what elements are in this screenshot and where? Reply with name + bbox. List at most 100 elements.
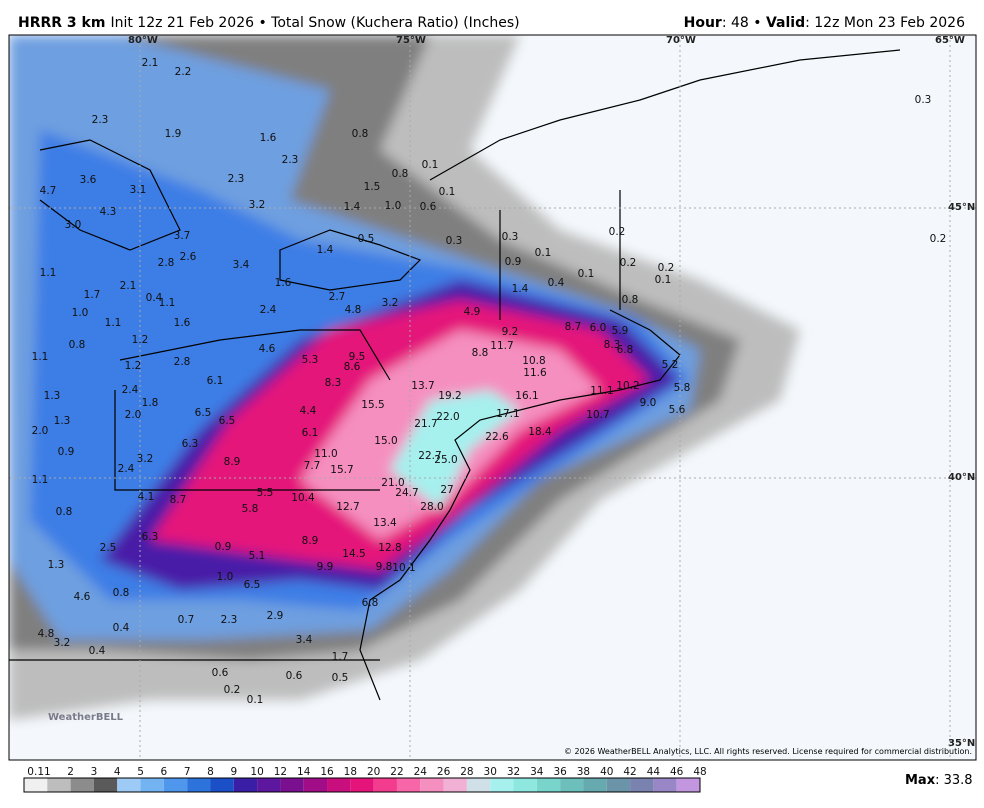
snow-amount-label: 5.2 [662, 359, 679, 371]
snow-amount-label: 9.0 [640, 397, 657, 409]
colorbar-tick-label: 12 [274, 766, 287, 778]
snow-amount-label: 0.4 [113, 622, 130, 634]
colorbar-tick-label: 22 [390, 766, 403, 778]
snow-amount-label: 1.6 [174, 317, 191, 329]
snow-amount-label: 1.3 [44, 390, 61, 402]
snow-amount-label: 1.6 [275, 277, 292, 289]
snow-amount-label: 8.6 [344, 361, 361, 373]
colorbar-tick-label: 5 [137, 766, 144, 778]
snow-amount-label: 2.3 [228, 173, 245, 185]
grid-label: 65°W [935, 35, 965, 46]
colorbar-swatch [676, 778, 700, 792]
snow-amount-label: 8.7 [565, 321, 582, 333]
colorbar-swatch [210, 778, 234, 792]
snow-amount-label: 3.1 [130, 184, 147, 196]
snow-amount-label: 1.1 [32, 351, 49, 363]
snow-amount-label: 8.9 [302, 535, 319, 547]
colorbar-swatch [653, 778, 677, 792]
grid-label: 70°W [666, 35, 696, 46]
snow-amount-label: 10.8 [522, 355, 545, 367]
snow-amount-label: 5.9 [612, 325, 629, 337]
snow-amount-label: 0.8 [56, 506, 73, 518]
snow-amount-label: 5.6 [669, 404, 686, 416]
colorbar-swatch [630, 778, 654, 792]
snow-amount-label: 27 [440, 484, 453, 496]
snow-amount-label: 11.1 [590, 385, 613, 397]
colorbar-tick-label: 18 [344, 766, 357, 778]
colorbar-swatch [47, 778, 71, 792]
colorbar-tick-label: 20 [367, 766, 380, 778]
snow-amount-label: 0.2 [620, 257, 637, 269]
snow-amount-label: 0.4 [548, 277, 565, 289]
snow-amount-label: 12.8 [378, 542, 401, 554]
colorbar-swatch [163, 778, 188, 792]
colorbar-swatch [117, 778, 141, 792]
snow-amount-label: 0.6 [420, 201, 437, 213]
colorbar-tick-label: 44 [647, 766, 661, 778]
snow-amount-label: 0.1 [578, 268, 595, 280]
snow-amount-label: 3.2 [137, 453, 154, 465]
max: Max: 33.8 [905, 773, 973, 788]
snow-amount-label: 11.6 [523, 367, 547, 379]
colorbar-swatch [257, 778, 281, 792]
snow-amount-label: 1.5 [364, 181, 381, 193]
colorbar-swatch [396, 778, 421, 792]
snow-amount-label: 6.3 [142, 531, 159, 543]
snow-amount-label: 4.4 [300, 405, 317, 417]
snow-amount-label: 0.4 [89, 645, 106, 657]
valid-label: Valid [766, 15, 805, 31]
snow-amount-label: 2.8 [174, 356, 191, 368]
snow-amount-label: 2.1 [142, 57, 159, 69]
snow-amount-label: 3.0 [65, 219, 82, 231]
snow-amount-label: 1.0 [385, 200, 402, 212]
max-sep: : [935, 773, 944, 788]
snow-amount-label: 2.1 [120, 280, 137, 292]
snow-amount-label: 0.1 [535, 247, 552, 259]
colorbar-tick-label: 14 [297, 766, 311, 778]
snow-amount-label: 9.2 [502, 326, 519, 338]
snow-amount-label: 1.0 [72, 307, 89, 319]
snow-amount-label: 0.2 [609, 226, 626, 238]
hour-value: : 48 • [722, 15, 766, 31]
valid-value: : 12z Mon 23 Feb 2026 [805, 15, 965, 31]
colorbar-tick-label: 26 [437, 766, 451, 778]
max-label: Max [905, 773, 936, 788]
snow-amount-label: 2.8 [158, 257, 175, 269]
snow-amount-label: 19.2 [438, 390, 461, 402]
snow-amount-label: 2.3 [282, 154, 299, 166]
snow-amount-label: 1.2 [132, 334, 149, 346]
colorbar-tick-label: 7 [184, 766, 191, 778]
colorbar-swatch [303, 778, 328, 792]
snow-amount-label: 0.3 [502, 231, 519, 243]
snow-amount-label: 8.3 [604, 339, 621, 351]
copyright: © 2026 WeatherBELL Analytics, LLC. All r… [564, 747, 972, 756]
snow-amount-label: 0.8 [352, 128, 369, 140]
snow-amount-label: 2.4 [260, 304, 277, 316]
snow-amount-label: 5.8 [242, 503, 259, 515]
snow-amount-label: 6.8 [362, 597, 379, 609]
colorbar-tick-label: 36 [553, 766, 567, 778]
snow-amount-label: 10.1 [392, 562, 415, 574]
colorbar-tick-label: 24 [414, 766, 428, 778]
snow-amount-label: 3.7 [174, 230, 191, 242]
snow-amount-label: 0.6 [286, 670, 303, 682]
colorbar-swatch [606, 778, 631, 792]
snow-amount-label: 1.4 [512, 283, 529, 295]
snow-amount-label: 4.1 [138, 491, 155, 503]
colorbar-swatch [560, 778, 584, 792]
snow-amount-label: 1.3 [54, 415, 71, 427]
snow-amount-label: 6.8 [617, 344, 634, 356]
map: 2.1 2.2 2.3 1.9 1.6 0.8 2.3 0.1 0.8 1.5 0.1 2.3 3.6 4… [9, 35, 976, 760]
snow-amount-label: 2.3 [92, 114, 109, 126]
colorbar-frame [23, 777, 701, 793]
snow-amount-label: 0.7 [178, 614, 195, 626]
snow-amount-label: 0.1 [247, 694, 264, 706]
snow-amount-label: 9.9 [317, 561, 334, 573]
colorbar-swatch [187, 778, 211, 792]
snow-amount-label: 24.7 [395, 487, 418, 499]
snow-amount-label: 2.4 [122, 384, 139, 396]
snow-amount-label: 4.8 [38, 628, 55, 640]
colorbar-swatch [327, 778, 351, 792]
snow-amount-label: 4.8 [345, 304, 362, 316]
